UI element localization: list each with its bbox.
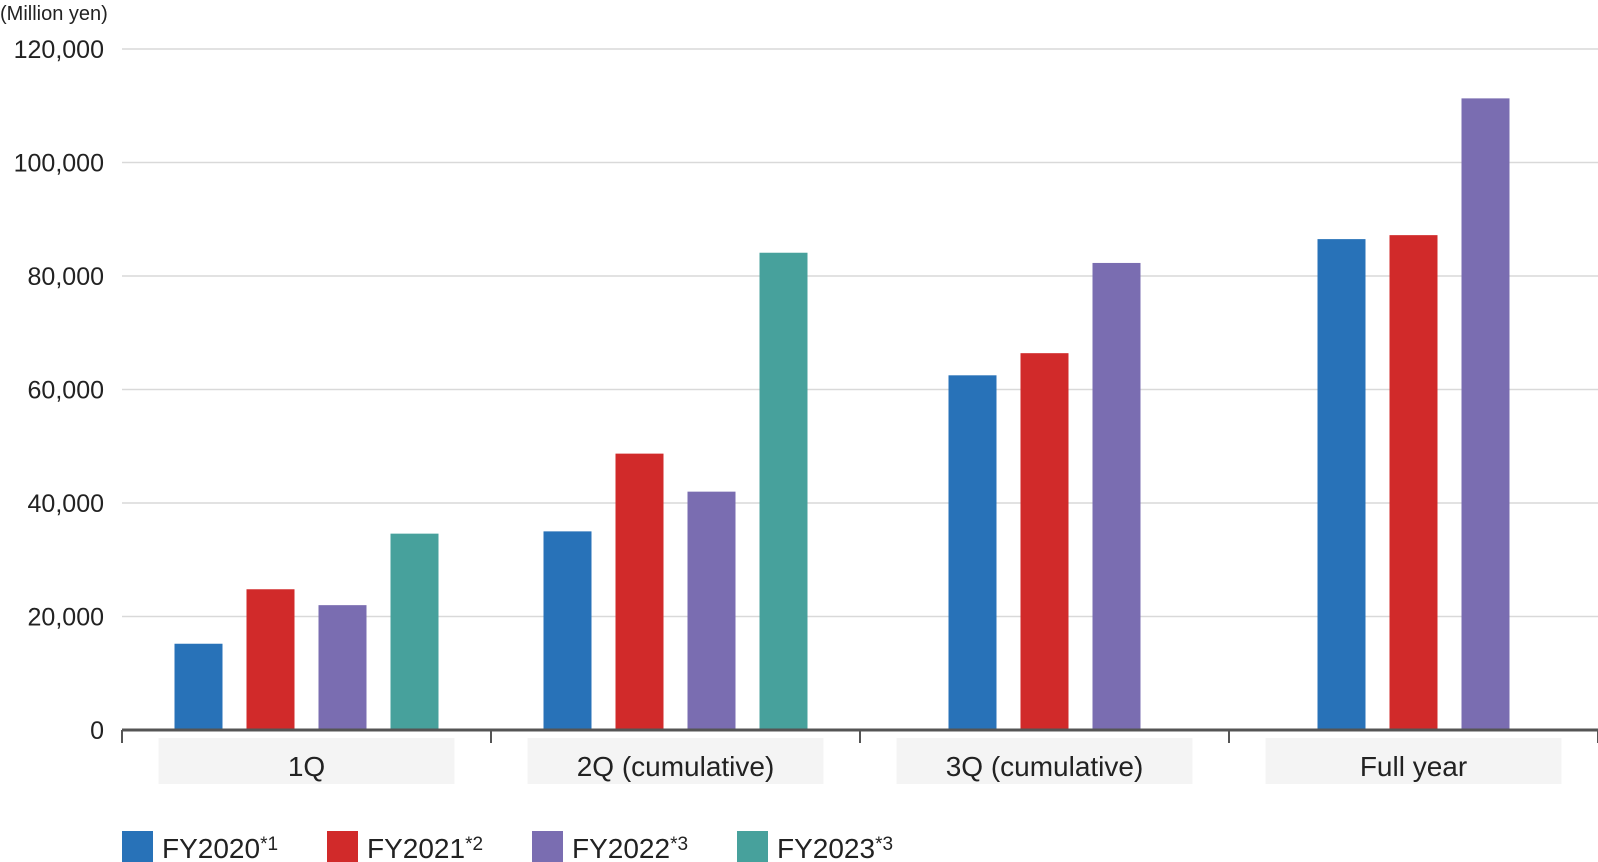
x-axis bbox=[121, 728, 1598, 743]
bar: FY2022: 22000 bbox=[318, 605, 367, 730]
legend-swatch bbox=[737, 831, 768, 862]
category-label: 1Q bbox=[288, 751, 325, 782]
bar: FY2023: 34600 bbox=[390, 533, 439, 730]
y-tick-label: 100,000 bbox=[14, 150, 104, 178]
legend-label: FY2021*2 bbox=[367, 833, 483, 862]
legend-note: *2 bbox=[465, 834, 483, 855]
bar: FY2022: 42000 bbox=[687, 491, 736, 730]
bar: FY2022: 82300 bbox=[1092, 262, 1141, 730]
legend-swatch bbox=[532, 831, 563, 862]
bar: FY2020: 35000 bbox=[543, 531, 592, 730]
legend-swatch bbox=[327, 831, 358, 862]
category-label-background bbox=[1265, 738, 1562, 784]
category-label-background bbox=[896, 738, 1193, 784]
bars: FY2020: 15200 FY2021: 24800 FY2022: 22000 F… bbox=[174, 98, 1510, 731]
y-tick-label: 60,000 bbox=[28, 377, 104, 405]
category-label: 3Q (cumulative) bbox=[946, 751, 1144, 782]
bar: FY2023: 84100 bbox=[759, 252, 808, 731]
legend-label: FY2023*3 bbox=[777, 833, 893, 862]
y-tick-label: 80,000 bbox=[28, 263, 104, 291]
grid-lines bbox=[122, 48, 1598, 618]
legend-label: FY2022*3 bbox=[572, 833, 688, 862]
legend-note: *3 bbox=[875, 834, 893, 855]
y-tick-label: 20,000 bbox=[28, 604, 104, 632]
y-tick-label: 40,000 bbox=[28, 490, 104, 518]
category-label: 2Q (cumulative) bbox=[577, 751, 775, 782]
category-label-backgrounds bbox=[158, 738, 1562, 784]
bar: FY2021: 48700 bbox=[615, 453, 664, 730]
x-axis-category-labels: 1Q 2Q (cumulative) 3Q (cumulative) Full yea… bbox=[288, 751, 1467, 782]
y-tick-label: 120,000 bbox=[14, 36, 104, 64]
bar: FY2020: 62500 bbox=[948, 375, 997, 730]
legend-label: FY2020*1 bbox=[162, 833, 278, 862]
category-label-background bbox=[158, 738, 455, 784]
y-tick-label: 0 bbox=[90, 717, 104, 745]
bar: FY2020: 15200 bbox=[174, 643, 223, 730]
legend-note: *3 bbox=[670, 834, 688, 855]
legend-swatch bbox=[122, 831, 153, 862]
category-label-background bbox=[527, 738, 824, 784]
category-label: Full year bbox=[1360, 751, 1467, 782]
bar: FY2022: 111300 bbox=[1461, 98, 1510, 730]
bar: FY2021: 24800 bbox=[246, 589, 295, 730]
y-axis-unit-label: (Million yen) bbox=[0, 3, 108, 25]
bar: FY2021: 66400 bbox=[1020, 353, 1069, 730]
y-axis-tick-labels: 0 20,000 40,000 60,000 80,000 100,000 120,000 bbox=[14, 36, 104, 745]
legend-note: *1 bbox=[260, 834, 278, 855]
legend: FY2020*1 FY2021*2 FY2022*3 FY2023*3 bbox=[122, 831, 893, 862]
bar: FY2020: 86500 bbox=[1317, 239, 1366, 731]
bar: FY2021: 87200 bbox=[1389, 235, 1438, 730]
